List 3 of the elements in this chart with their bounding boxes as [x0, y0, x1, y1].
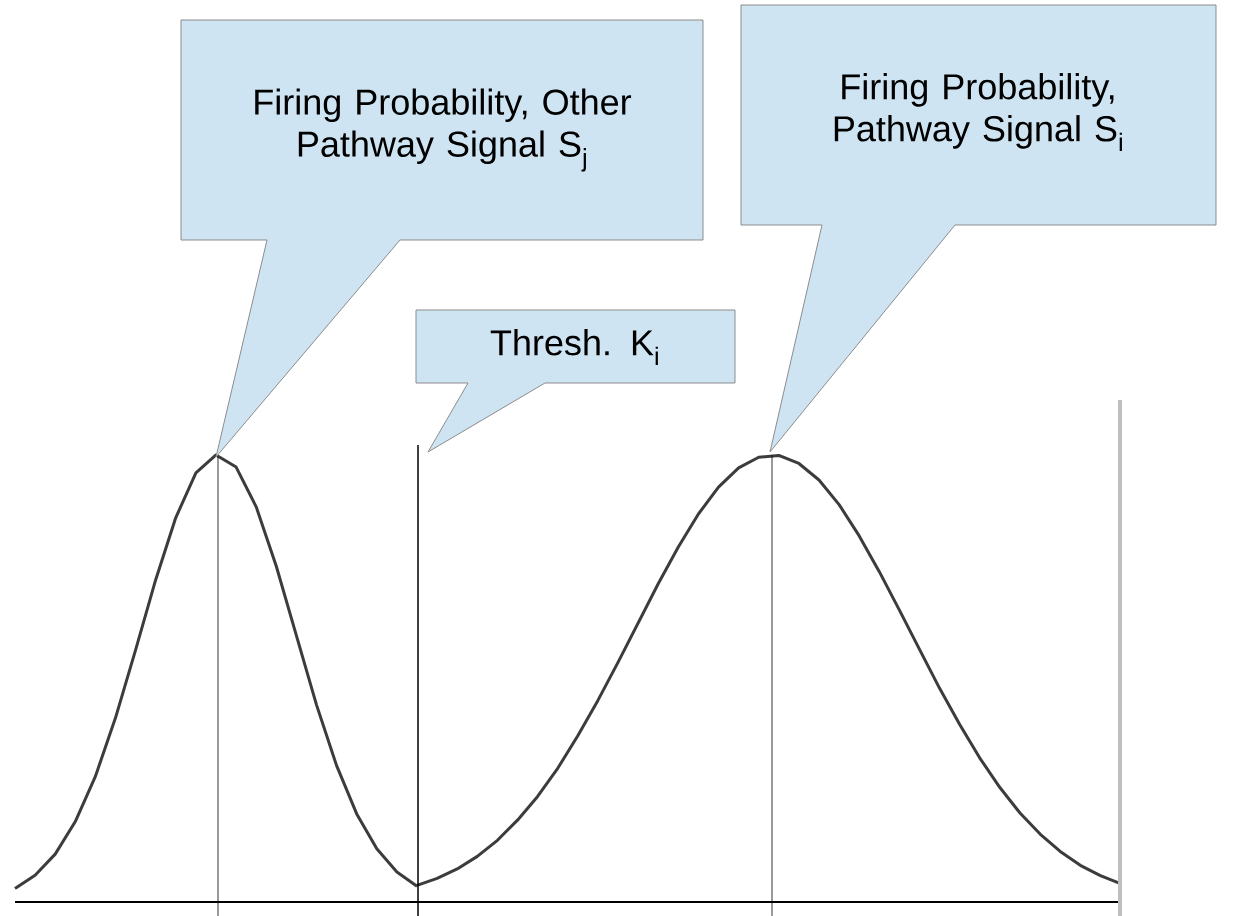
text: Firing Probability, Pathway Signal S$_{i}$	[834, 73, 1122, 151]
text: Thresh. K$_{i}$	[490, 329, 658, 365]
text: Firing Probability, Other Pathway Signal S$_{j}$	[255, 88, 632, 172]
